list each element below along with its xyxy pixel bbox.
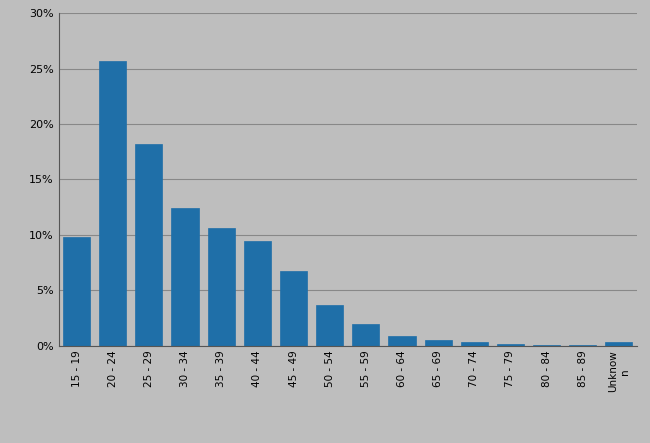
Bar (280, 271, 307, 346)
Bar (424, 340, 452, 346)
Bar (135, 144, 162, 346)
Bar (316, 305, 343, 346)
Bar (461, 342, 488, 346)
Bar (244, 241, 271, 346)
Bar (172, 208, 199, 346)
Bar (533, 345, 560, 346)
Bar (605, 342, 632, 346)
Bar (497, 345, 524, 346)
Bar (63, 237, 90, 346)
Bar (389, 336, 415, 346)
Bar (99, 61, 126, 346)
Bar (207, 228, 235, 346)
Bar (352, 324, 380, 346)
